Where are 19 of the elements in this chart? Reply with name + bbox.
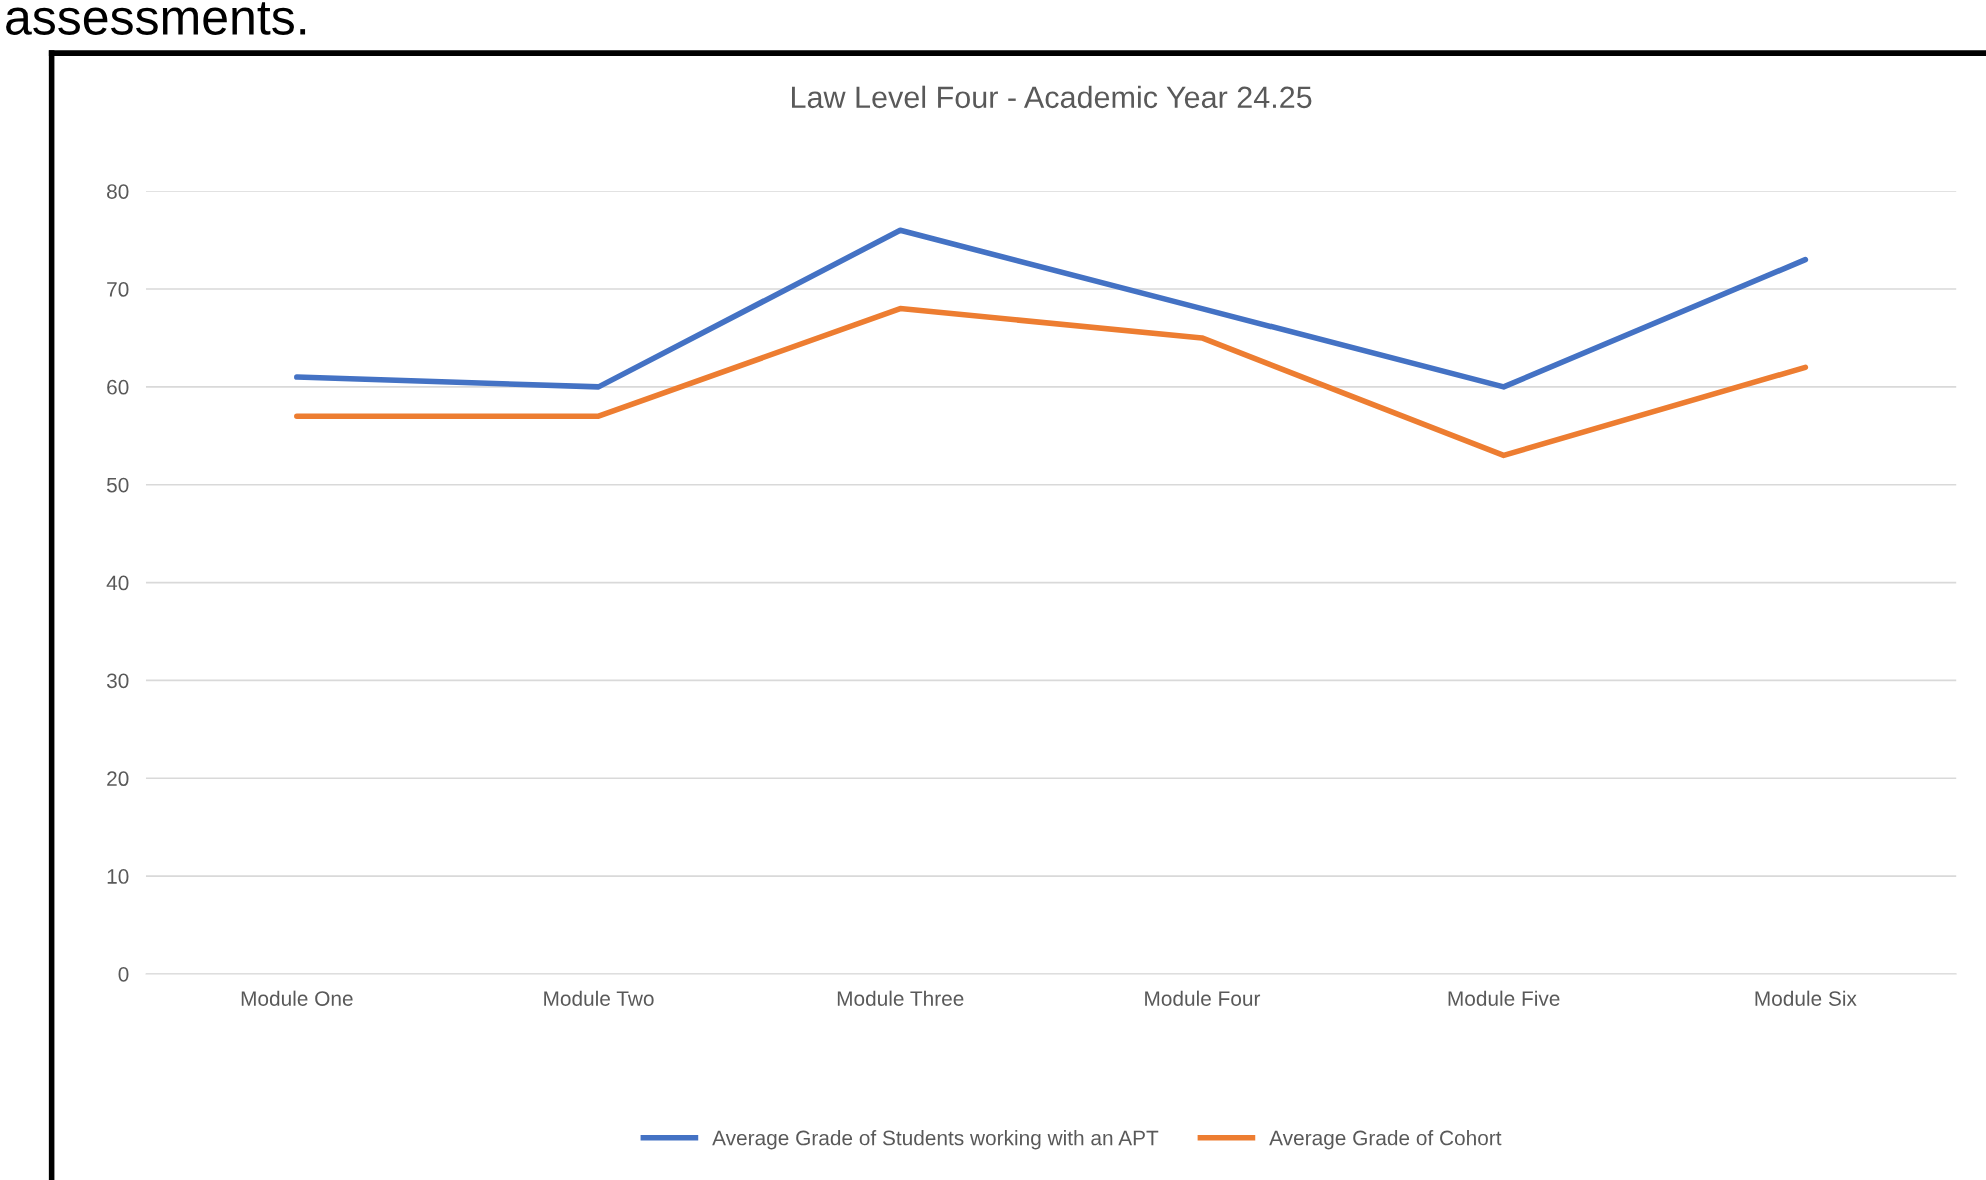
y-tick-label: 20 <box>107 771 129 787</box>
y-tick-label: 10 <box>107 869 129 884</box>
x-tick-label: Module One <box>241 990 353 1006</box>
chart-title: Law Level Four - Academic Year 24.25 <box>792 85 1312 109</box>
y-tick-label: 70 <box>107 282 129 297</box>
x-tick-label: Module Five <box>1448 990 1560 1006</box>
legend-label: Average Grade of Cohort <box>1269 1130 1502 1150</box>
y-tick-label: 50 <box>106 477 129 493</box>
x-tick-label: Module Two <box>544 990 654 1006</box>
y-tick-label: 0 <box>118 966 129 982</box>
text: assessments. <box>6 2 306 35</box>
y-tick-label: 40 <box>106 575 129 591</box>
y-tick-label: 30 <box>106 673 129 689</box>
x-tick-label: Module Three <box>837 990 964 1006</box>
y-tick-label: 80 <box>107 184 129 199</box>
x-tick-label: Module Four <box>1145 990 1261 1006</box>
y-tick-label: 60 <box>107 379 129 395</box>
legend-label: Average Grade of Students working with an APT <box>712 1130 1159 1150</box>
x-tick-label: Module Six <box>1755 990 1857 1006</box>
